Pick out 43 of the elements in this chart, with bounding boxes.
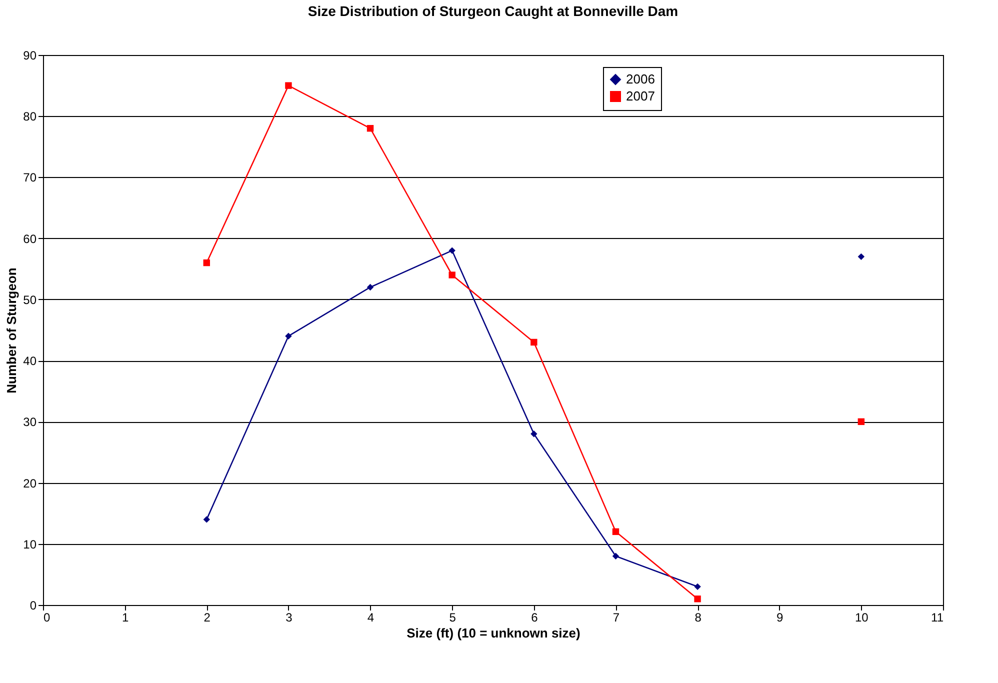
point <box>694 583 701 590</box>
y-tick-label: 90 <box>23 48 37 62</box>
x-tick-label: 7 <box>612 610 620 624</box>
point <box>530 430 538 438</box>
y-tick-label: 60 <box>23 232 37 246</box>
x-tick-label: 3 <box>286 610 293 624</box>
point <box>448 272 456 278</box>
point <box>203 259 210 266</box>
point <box>858 253 865 260</box>
x-tick-label: 4 <box>367 610 374 624</box>
x-tick-label: 5 <box>449 610 456 624</box>
x-tick-label: 8 <box>694 610 702 624</box>
point <box>612 528 620 536</box>
y-tick-label: 30 <box>23 415 37 430</box>
point <box>285 82 292 89</box>
point <box>694 596 701 602</box>
y-tick-label: 80 <box>23 110 37 124</box>
x-tick-label: 1 <box>122 610 129 624</box>
legend-label: 2007 <box>626 88 655 104</box>
point <box>612 552 620 560</box>
x-tick-label: 6 <box>531 610 538 624</box>
x-tick-label: 0 <box>44 610 50 624</box>
x-tick-label: 11 <box>931 610 944 624</box>
legend-label: 2006 <box>626 72 655 86</box>
point <box>285 332 292 340</box>
point <box>858 418 865 426</box>
y-tick-label: 70 <box>23 170 37 185</box>
y-tick-label: 50 <box>23 292 37 307</box>
y-tick-label: 40 <box>23 354 37 368</box>
point <box>366 284 374 291</box>
x-axis-title: Size (ft) (10 = unknown size) <box>406 626 580 640</box>
point <box>448 247 456 254</box>
x-tick-label: 2 <box>204 610 211 624</box>
point <box>530 338 538 346</box>
point <box>203 516 210 523</box>
point <box>366 124 374 132</box>
y-tick-label: 20 <box>23 476 37 490</box>
x-tick-label: 10 <box>855 610 869 624</box>
y-tick-label: 10 <box>23 537 37 552</box>
y-tick-label: 0 <box>30 598 37 612</box>
x-tick-label: 9 <box>776 610 784 624</box>
chart-title: Size Distribution of Sturgeon Caught at Bonneville Dam <box>308 3 678 19</box>
y-axis-title: Number of Sturgeon <box>4 268 20 394</box>
